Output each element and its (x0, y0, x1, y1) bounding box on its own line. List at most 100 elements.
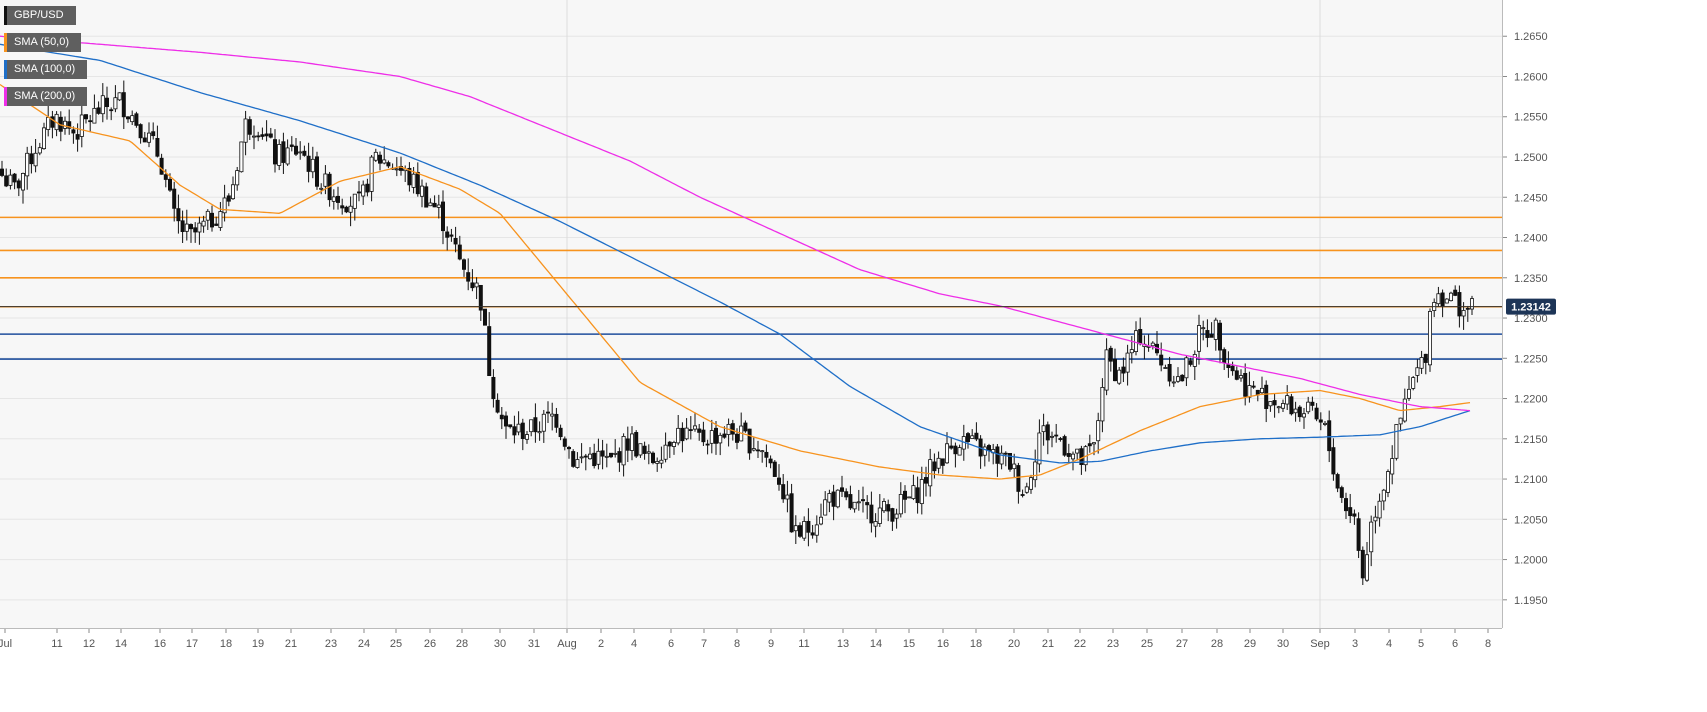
legend-item-sma200[interactable]: SMA (200,0) (4, 87, 88, 106)
candle-body (995, 446, 1000, 464)
candle (806, 508, 811, 547)
y-tick-label: 1.2550 (1514, 112, 1548, 124)
candle-body (440, 201, 445, 232)
candle-body (1121, 366, 1126, 374)
candle (247, 116, 252, 140)
candle (928, 448, 933, 497)
candle (260, 127, 265, 140)
candle (126, 116, 131, 123)
candle-body (714, 427, 719, 444)
y-tick-label: 1.1950 (1514, 595, 1548, 607)
candle (1302, 407, 1307, 429)
candle-body (209, 212, 214, 228)
sma-line (0, 43, 1471, 464)
x-tick-label: 2 (598, 638, 604, 650)
candle-body (583, 455, 588, 458)
candle-body (25, 152, 30, 177)
x-tick-label: Jul (0, 638, 12, 650)
candle-body (1344, 498, 1349, 512)
candle (440, 190, 445, 245)
candle (436, 194, 441, 219)
legend-item-sma50[interactable]: SMA (50,0) (4, 33, 82, 52)
candle-body (936, 457, 941, 469)
candle-body (1264, 384, 1269, 409)
candle (898, 482, 903, 518)
candle (20, 172, 25, 204)
plot-background (0, 0, 1502, 628)
candle (151, 122, 156, 140)
legend-item-gbpusd[interactable]: GBP/USD (4, 6, 76, 25)
x-tick-label: 19 (252, 638, 264, 650)
x-tick-label: 14 (870, 638, 882, 650)
candle (1234, 366, 1239, 381)
candle (1125, 344, 1130, 386)
x-tick-label: 31 (528, 638, 540, 650)
candle-body (117, 92, 122, 101)
candle-body (16, 180, 21, 189)
candle-body (806, 520, 811, 533)
candle (1444, 298, 1449, 304)
candle (222, 184, 227, 222)
candle-body (562, 438, 567, 447)
candle-body (1419, 357, 1424, 369)
legend-item-sma100[interactable]: SMA (100,0) (4, 60, 88, 79)
candle-body (1339, 487, 1344, 498)
candle-body (1449, 292, 1454, 302)
legend: GBP/USD SMA (50,0) SMA (100,0) SMA (200,… (4, 6, 88, 114)
candle-body (928, 459, 933, 487)
candle (894, 508, 899, 529)
candle-body (873, 521, 878, 527)
candle-body (865, 502, 870, 506)
candle-body (1012, 463, 1017, 470)
candle-body (1377, 500, 1382, 519)
candle (293, 137, 298, 157)
candle-body (1226, 364, 1231, 369)
candle-body (20, 173, 25, 191)
candle (382, 146, 387, 165)
candle-body (966, 433, 971, 443)
candle-body (218, 211, 223, 228)
candle-body (243, 118, 248, 143)
candle-body (1318, 419, 1323, 423)
candle-body (684, 427, 689, 440)
candle (251, 125, 256, 150)
candle (516, 411, 521, 436)
candle (1045, 421, 1050, 455)
candle-body (915, 487, 920, 504)
candle (491, 369, 496, 408)
candle-body (760, 450, 765, 453)
candle-body (491, 376, 496, 400)
candle-body (949, 445, 954, 449)
candle-body (46, 116, 51, 130)
candle (1268, 401, 1273, 412)
candle-body (1163, 367, 1168, 369)
candle-body (121, 92, 126, 118)
candle-body (877, 507, 882, 524)
candle (239, 141, 244, 173)
candle-body (882, 501, 887, 512)
candle (621, 433, 626, 477)
candle (655, 457, 660, 472)
candle-body (1071, 453, 1076, 460)
candle (831, 484, 836, 521)
candle-body (1285, 395, 1290, 405)
candle-body (1079, 448, 1084, 466)
candle (970, 429, 975, 439)
candle (138, 123, 143, 144)
candle-body (1348, 507, 1353, 517)
candle-body (411, 173, 416, 188)
x-tick-label: 23 (325, 638, 337, 650)
candle-body (1075, 448, 1080, 454)
x-tick-label: 5 (1418, 638, 1424, 650)
x-tick-label: 16 (154, 638, 166, 650)
candle-body (256, 135, 261, 138)
candle (1108, 345, 1113, 372)
candle-body (445, 231, 450, 238)
candle (201, 215, 206, 233)
candle-body (638, 443, 643, 456)
candle (882, 498, 887, 513)
candle-body (1310, 401, 1315, 406)
candle-body (1092, 442, 1097, 445)
